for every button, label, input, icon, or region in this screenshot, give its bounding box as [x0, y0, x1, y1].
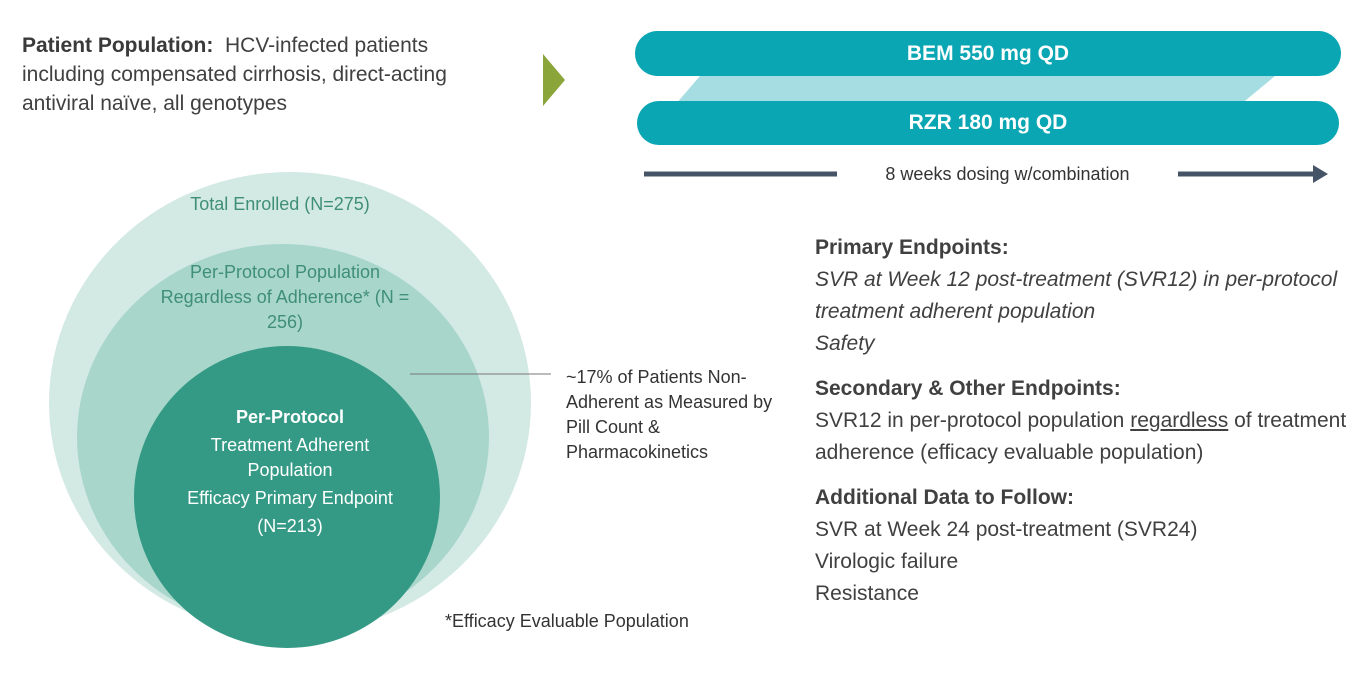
adherent-n: (N=213) [257, 516, 323, 536]
additional-item: Resistance [815, 582, 919, 605]
combination-band [675, 76, 1275, 105]
rzr-bar [637, 101, 1339, 145]
timeline-arrowhead-icon [1313, 165, 1328, 183]
primary-endpoints: Primary Endpoints: SVR at Week 12 post-t… [815, 232, 1360, 360]
primary-endpoint-2: Safety [815, 332, 875, 355]
secondary-endpoints-heading: Secondary & Other Endpoints: [815, 377, 1121, 400]
bem-bar [635, 31, 1341, 76]
patient-population-text: HCV-infected patients including compensa… [22, 34, 447, 115]
adherent-title: Per-Protocol [235, 407, 345, 427]
additional-data-heading: Additional Data to Follow: [815, 486, 1074, 509]
primary-endpoints-heading: Primary Endpoints: [815, 236, 1009, 259]
adherent-line2: Efficacy Primary Endpoint [187, 488, 393, 508]
adherent-line1: Treatment Adherent Population [210, 435, 370, 480]
adherent-label: Per-Protocol Treatment Adherent Populati… [175, 405, 405, 539]
adherent-circle [134, 346, 440, 648]
footnote: *Efficacy Evaluable Population [445, 611, 689, 631]
green-arrow-icon [543, 54, 565, 106]
secondary-endpoints: Secondary & Other Endpoints: SVR12 in pe… [815, 373, 1360, 469]
additional-data: Additional Data to Follow: SVR at Week 2… [815, 482, 1360, 610]
rzr-label: RZR 180 mg QD [908, 111, 1068, 134]
secondary-text-pre: SVR12 in per-protocol population [815, 409, 1125, 432]
patient-population-label: Patient Population: [22, 34, 214, 57]
bem-label: BEM 550 mg QD [906, 42, 1070, 65]
total-enrolled-label: Total Enrolled (N=275) [190, 194, 370, 214]
per-protocol-label: Per-Protocol Population Regardless of Ad… [160, 262, 410, 332]
patient-population: Patient Population: HCV-infected patient… [22, 31, 502, 118]
endpoints-panel: Primary Endpoints: SVR at Week 12 post-t… [815, 232, 1360, 623]
secondary-text-post: of treatment adherence (efficacy evaluab… [815, 409, 1347, 464]
primary-endpoint-1: SVR at Week 12 post-treatment (SVR12) in… [815, 268, 1338, 323]
secondary-text-underlined: regardless [1130, 409, 1229, 432]
additional-item: SVR at Week 24 post-treatment (SVR24) [815, 518, 1198, 541]
dosing-duration: 8 weeks dosing w/combination [885, 164, 1130, 184]
dosing-diagram [635, 31, 1341, 183]
additional-item: Virologic failure [815, 550, 959, 573]
secondary-endpoint-1: SVR12 in per-protocol population regardl… [815, 405, 1360, 469]
non-adherent-callout: ~17% of Patients Non-Adherent as Measure… [566, 367, 773, 462]
population-venn [49, 172, 551, 648]
